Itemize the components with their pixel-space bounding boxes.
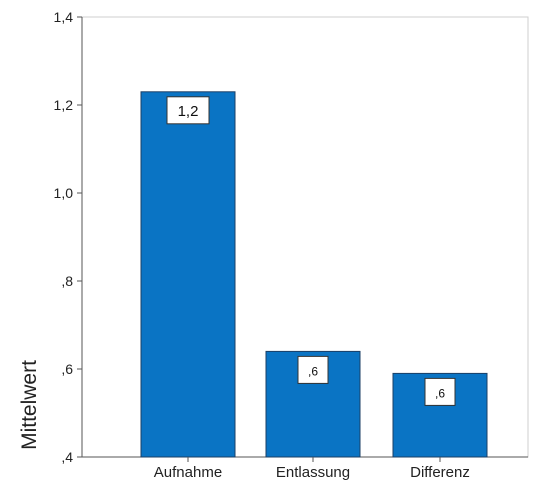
x-tick-label: Differenz — [410, 464, 470, 481]
y-axis-title: Mittelwert — [18, 360, 41, 450]
y-axis-ticks: ,4 ,6 ,8 1,0 1,2 1,4 — [54, 9, 82, 465]
x-tick-label: Aufnahme — [154, 464, 222, 481]
y-tick-label: 1,0 — [54, 185, 74, 201]
bars: 1,2 ,6 ,6 — [140, 91, 488, 458]
x-axis-labels: Aufnahme Entlassung Differenz — [154, 457, 470, 481]
data-label: 1,2 — [178, 103, 199, 120]
y-tick-label: 1,4 — [54, 9, 74, 25]
data-label: ,6 — [435, 386, 445, 400]
data-label-box — [424, 377, 456, 406]
x-tick-label: Entlassung — [276, 464, 350, 481]
data-label: ,6 — [308, 364, 318, 378]
y-tick-label: ,8 — [61, 273, 73, 289]
data-label-box — [297, 355, 329, 384]
y-tick-label: 1,2 — [54, 97, 74, 113]
data-label-box — [166, 96, 210, 125]
bar-aufnahme — [140, 91, 236, 458]
y-tick-label: ,6 — [61, 361, 73, 377]
y-tick-label: ,4 — [61, 449, 73, 465]
